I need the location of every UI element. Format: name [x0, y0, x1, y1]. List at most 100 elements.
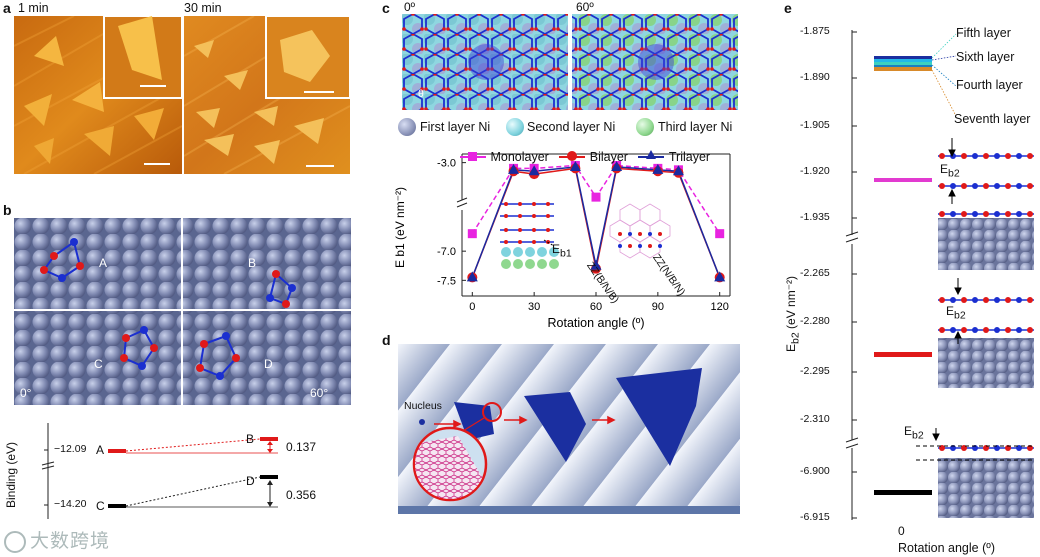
level-label-b: B [246, 432, 255, 446]
hbn-atom-1-7 [1016, 183, 1022, 189]
site-label-d: D [264, 357, 273, 371]
c-point-2-1 [508, 163, 520, 174]
e-tick-8: -2.295 [800, 365, 830, 377]
hbn-atom-3-4 [983, 297, 989, 303]
panel-c-label: c [382, 0, 390, 16]
c-ytick-label-0: -3.0 [437, 158, 456, 170]
legend-bilayer: Bilayer [589, 150, 628, 164]
legend-atom-third [636, 118, 654, 136]
hbn-atom-3-0 [939, 297, 945, 303]
c-point-0-0 [467, 229, 477, 239]
c-break-2 [456, 202, 468, 208]
layer-label-fifth: Fifth layer [956, 26, 1011, 40]
hbn-atom-4-6 [1005, 327, 1011, 333]
hbn-atom-4-2 [961, 327, 967, 333]
site-label-b: B [248, 256, 257, 270]
c-xtick-label-4: 120 [711, 301, 729, 313]
layer-label-seventh: Seventh layer [954, 112, 1031, 126]
hbn-atom-4-3 [972, 327, 978, 333]
hbn-atom-1-6 [1005, 183, 1011, 189]
c-xtick-label-0: 0 [469, 301, 475, 313]
panel-a-title-1min: 1 min [18, 1, 49, 15]
c-point-2-5 [611, 160, 623, 171]
hbn-atom-0-8 [1027, 153, 1033, 159]
hbn-atom-4-5 [994, 327, 1000, 333]
eb2-label-1: Eb2 [940, 162, 960, 180]
binding-tick-1: −12.09 [54, 443, 87, 455]
eb1-inset-label: Eb1 [552, 242, 572, 260]
hbn-atom-1-0 [939, 183, 945, 189]
angle-label-60: 60° [310, 386, 329, 400]
e-ylabel: Eb2 (eV nm⁻²) [784, 275, 802, 352]
panel-a-label: a [3, 0, 11, 16]
level-b [260, 437, 278, 441]
eb1-chart: -3.0 -7.0 -7.5 0 30 60 90 120 Rotation angle (º)… [393, 153, 731, 330]
c-point-2-8 [714, 271, 726, 282]
watermark-icon [4, 530, 26, 553]
level-a [108, 449, 126, 453]
c-point-2-0 [466, 271, 478, 282]
c-point-2-7 [672, 165, 684, 176]
hbn-atom-0-3 [972, 153, 978, 159]
c-point-2-4 [590, 259, 602, 270]
level-label-c: C [96, 499, 105, 513]
layer-label-fourth: Fourth layer [956, 78, 1023, 92]
e-tick-6: -2.265 [800, 267, 830, 279]
hbn-atom-1-1 [950, 183, 956, 189]
level-c [108, 504, 126, 508]
panel-d-label: d [382, 332, 391, 348]
e-tick-11: -6.915 [800, 511, 830, 523]
c-break-1 [456, 197, 468, 203]
eb2-label-2: Eb2 [946, 304, 966, 322]
hbn-atom-3-6 [1005, 297, 1011, 303]
diff-cd-value: 0.356 [286, 488, 317, 502]
c-point-2-6 [652, 163, 664, 174]
e-tick-2: -1.890 [800, 71, 830, 83]
hbn-atom-4-1 [950, 327, 956, 333]
angle-label-c-60: 60º [576, 0, 594, 14]
panel-b-label: b [3, 202, 12, 218]
diff-ab-value: 0.137 [286, 440, 317, 454]
c-xlabel: Rotation angle (º) [548, 316, 645, 330]
bar-bilayer [874, 352, 932, 357]
e-tick-1: -1.875 [800, 25, 830, 37]
c-ytick-label-2: -7.5 [437, 275, 456, 287]
site-label-a: A [99, 256, 108, 270]
hbn-atom-1-4 [983, 183, 989, 189]
hbn-atom-2-6 [1005, 211, 1011, 217]
c-point-0-4 [591, 192, 601, 202]
hbn-atom-2-2 [961, 211, 967, 217]
panel-e-label: e [784, 0, 792, 16]
inset-structures [500, 202, 671, 269]
c-ylabel: E b1 (eV nm⁻²) [393, 187, 407, 268]
hbn-atom-0-4 [983, 153, 989, 159]
hbn-atom-0-6 [1005, 153, 1011, 159]
e-tick-7: -2.280 [800, 315, 830, 327]
hbn-atom-0-2 [961, 153, 967, 159]
hbn-atom-2-5 [994, 211, 1000, 217]
hbn-atom-0-0 [939, 153, 945, 159]
hbn-atom-0-7 [1016, 153, 1022, 159]
hbn-atom-4-4 [983, 327, 989, 333]
c-point-2-3 [569, 160, 581, 171]
hbn-atom-2-0 [939, 211, 945, 217]
legend-label-second: Second layer Ni [527, 120, 616, 134]
eb2-label-3: Eb2 [904, 424, 924, 442]
hbn-atom-3-7 [1016, 297, 1022, 303]
afm-image-1min [14, 16, 182, 174]
level-label-a: A [96, 443, 105, 457]
watermark: 大数跨境 [4, 526, 110, 553]
panel-a-title-30min: 30 min [184, 1, 222, 15]
level-label-d: D [246, 474, 255, 488]
binding-energy-diagram [41, 423, 278, 519]
hbn-atom-3-3 [972, 297, 978, 303]
binding-tick-2: −14.20 [54, 498, 87, 510]
legend-monolayer: Monolayer [490, 150, 549, 164]
angle-arc-theta: θ [418, 88, 424, 100]
legend-label-third: Third layer Ni [658, 120, 733, 134]
hbn-atom-1-3 [972, 183, 978, 189]
angle-label-c-0: 0º [404, 0, 416, 14]
hbn-atom-2-4 [983, 211, 989, 217]
e-tick-4: -1.920 [800, 165, 830, 177]
bar-fourth [874, 65, 932, 67]
